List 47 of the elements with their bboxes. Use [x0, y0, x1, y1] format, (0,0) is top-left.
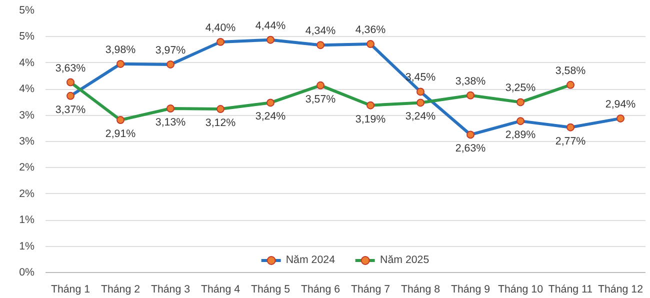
y-tick-label: 2%: [19, 188, 36, 200]
x-tick-label: Tháng 10: [498, 284, 544, 296]
data-label: 3,37%: [55, 104, 86, 116]
x-tick-label: Tháng 7: [350, 284, 390, 296]
data-label: 4,36%: [355, 24, 386, 36]
data-label: 2,63%: [455, 142, 486, 155]
y-tick-label: 1%: [19, 214, 36, 226]
y-tick-label: 5%: [19, 30, 36, 43]
data-label: 3,57%: [305, 93, 336, 106]
y-tick-label: 3%: [19, 109, 36, 122]
x-tick-label: Tháng 5: [250, 284, 290, 296]
data-label: 4,34%: [305, 25, 336, 38]
x-tick-label: Tháng 6: [300, 284, 340, 296]
legend-label: Năm 2024: [286, 254, 335, 266]
x-tick-label: Tháng 2: [100, 284, 140, 296]
x-tick-label: Tháng 3: [150, 284, 190, 296]
data-label: 3,13%: [155, 116, 186, 128]
data-label: 3,97%: [155, 44, 186, 56]
y-tick-label: 3%: [19, 136, 36, 148]
data-label: 3,63%: [55, 62, 86, 74]
y-tick-label: 2%: [19, 162, 36, 174]
data-label: 4,44%: [255, 20, 286, 32]
data-label: 2,77%: [555, 135, 586, 148]
x-tick-label: Tháng 9: [450, 284, 490, 296]
x-tick-label: Tháng 12: [598, 284, 644, 296]
data-label: 2,94%: [605, 98, 636, 110]
data-label: 3,25%: [505, 82, 536, 94]
y-tick-label: 1%: [19, 240, 36, 252]
y-tick-label: 4%: [19, 83, 36, 96]
data-label: 3,24%: [255, 110, 286, 123]
data-label: 4,40%: [205, 22, 236, 34]
y-tick-label: 0%: [19, 266, 36, 278]
x-tick-label: Tháng 4: [200, 284, 240, 296]
data-label: 3,24%: [405, 110, 436, 123]
y-tick-label: 5%: [19, 4, 36, 16]
legend-label: Năm 2025: [380, 254, 430, 266]
data-label: 3,38%: [455, 75, 486, 88]
data-label: 3,58%: [555, 64, 586, 77]
data-label: 2,89%: [505, 129, 536, 142]
y-tick-label: 4%: [19, 56, 36, 69]
data-label: 3,12%: [205, 117, 236, 130]
x-tick-label: Tháng 1: [50, 284, 90, 296]
data-label: 2,91%: [105, 128, 136, 140]
x-tick-label: Tháng 11: [548, 284, 593, 296]
data-label: 3,98%: [105, 44, 136, 56]
x-tick-label: Tháng 8: [400, 284, 440, 296]
data-label: 3,19%: [355, 113, 386, 126]
